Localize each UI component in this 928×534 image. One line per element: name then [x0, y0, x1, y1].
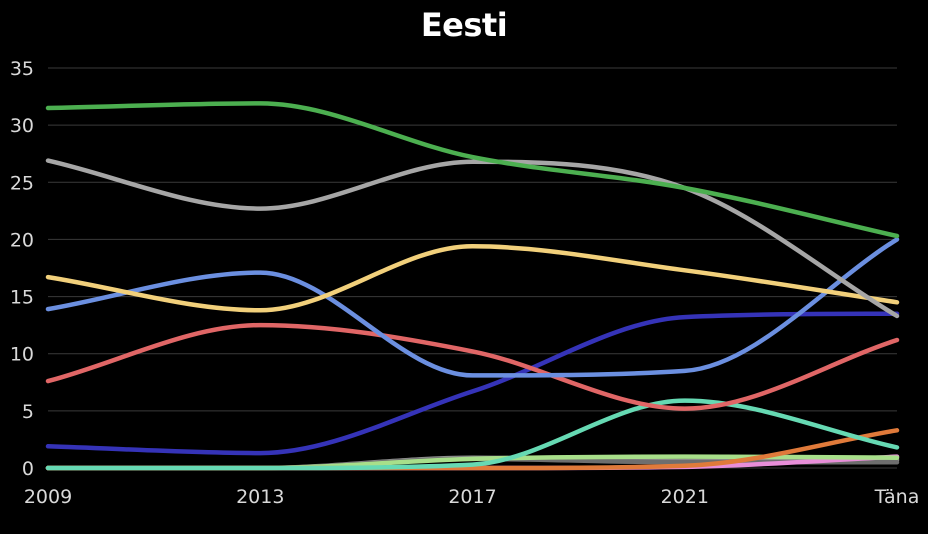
- y-tick-label-0: 0: [22, 458, 34, 480]
- series-line-5: [45, 311, 900, 456]
- series-line-0: [45, 101, 900, 239]
- x-tick-label-4: Täna: [874, 486, 920, 508]
- y-tick-label-25: 25: [10, 172, 34, 194]
- x-tick-label-2: 2017: [448, 486, 496, 508]
- y-tick-label-20: 20: [10, 229, 34, 251]
- series-line-1: [45, 158, 900, 319]
- series-line-6: [45, 398, 900, 471]
- y-tick-label-15: 15: [10, 287, 34, 309]
- series-line-2: [45, 244, 900, 313]
- y-tick-label-5: 5: [22, 401, 34, 423]
- series-line-4: [45, 322, 900, 411]
- x-tick-label-1: 2013: [236, 486, 284, 508]
- series-line-3: [45, 237, 900, 378]
- y-tick-label-30: 30: [10, 115, 34, 137]
- x-tick-label-0: 2009: [24, 486, 72, 508]
- y-tick-label-10: 10: [10, 344, 34, 366]
- x-tick-label-3: 2021: [661, 486, 709, 508]
- chart-title: Eesti: [420, 6, 508, 44]
- y-tick-label-35: 35: [10, 58, 34, 80]
